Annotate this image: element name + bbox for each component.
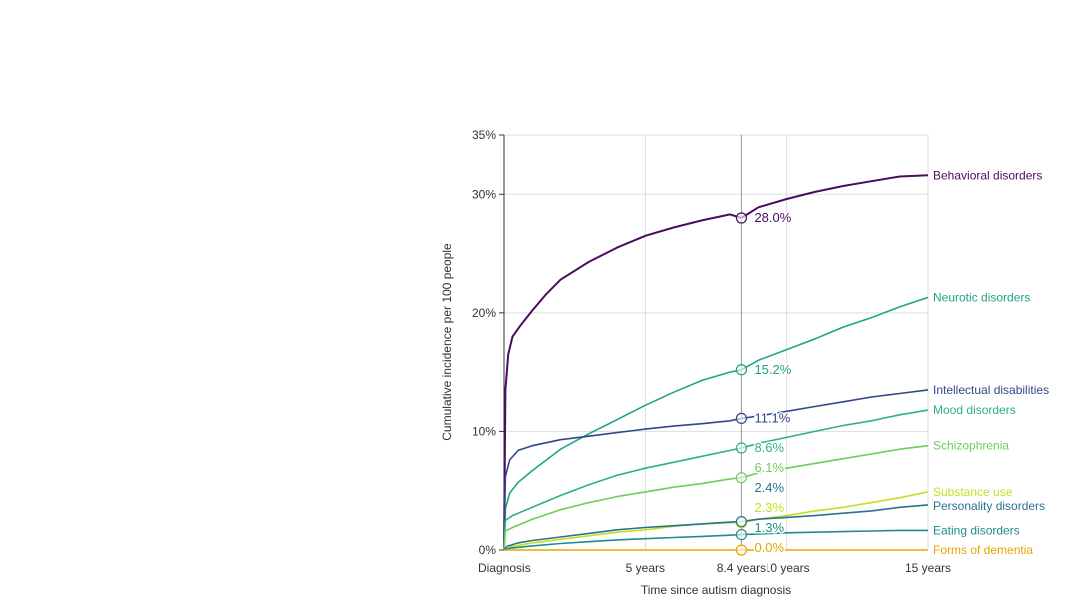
series-line-mood-disorders	[503, 409, 929, 551]
series-line-substance-use	[503, 491, 929, 551]
series-line-schizophrenia	[503, 444, 929, 551]
hover-marker	[735, 412, 748, 424]
hover-value-label: 1.3%	[754, 520, 784, 535]
hover-marker	[735, 472, 748, 484]
hover-value-label: 15.2%	[754, 362, 791, 377]
series-end-label: Forms of dementia	[933, 543, 1033, 557]
hover-crosshair: 8.4 years 28.0% 15.2% 11.1% 8.6% 6.1% 2.3% 2.4%…	[715, 135, 793, 576]
series-line-neurotic-disorders	[503, 296, 929, 551]
y-tick-label: 10%	[472, 424, 496, 438]
y-tick-label: 20%	[472, 306, 496, 320]
hover-value-label: 28.0%	[754, 210, 791, 225]
x-tick-label: Diagnosis	[478, 561, 531, 575]
hover-value-label: 11.1%	[754, 410, 790, 425]
y-tick-label: 35%	[472, 128, 496, 142]
series-end-labels: Behavioral disorders Neurotic disorders In…	[933, 168, 1049, 557]
series-end-label: Behavioral disorders	[933, 168, 1042, 182]
hover-marker	[735, 528, 748, 541]
hover-marker	[735, 364, 748, 376]
y-tick-label: 0%	[479, 543, 497, 557]
hover-x-label: 8.4 years	[717, 561, 766, 575]
hover-value-label: 6.1%	[754, 460, 784, 475]
series-line-intellectual-disabilities	[503, 389, 929, 551]
series-end-label: Personality disorders	[933, 499, 1045, 513]
y-axis-title: Cumulative incidence per 100 people	[440, 243, 454, 441]
hover-value-label: 2.4%	[754, 480, 784, 495]
x-axis-title: Time since autism diagnosis	[641, 583, 791, 597]
series-end-label: Substance use	[933, 485, 1013, 499]
hover-marker	[735, 544, 748, 556]
series-end-label: Intellectual disabilities	[933, 383, 1049, 397]
x-tick-label: 5 years	[626, 561, 665, 575]
hover-value-label: 2.3%	[754, 500, 784, 515]
series-end-label: Eating disorders	[933, 523, 1020, 537]
y-tick-label: 30%	[472, 187, 496, 201]
hover-x-label-background	[715, 559, 768, 576]
series-end-label: Neurotic disorders	[933, 290, 1030, 304]
series-end-label: Schizophrenia	[933, 439, 1009, 453]
series-line-behavioral-disorders	[503, 174, 929, 551]
series-lines	[503, 174, 929, 551]
x-tick-label: 10 years	[764, 561, 810, 575]
hover-value-label: 0.0%	[754, 540, 784, 555]
axes: 0% 10% 20% 30% 35% Diagnosis 5 years 10 years 15…	[472, 128, 951, 575]
series-line-eating-disorders	[503, 529, 928, 551]
hover-marker	[735, 442, 748, 454]
x-tick-label: 15 years	[905, 561, 951, 575]
hover-marker	[735, 515, 748, 528]
series-line-personality-disorders	[503, 504, 929, 551]
gridlines	[504, 134, 929, 550]
hover-marker	[735, 212, 748, 224]
series-end-label: Mood disorders	[933, 403, 1016, 417]
hover-value-label: 8.6%	[754, 440, 784, 455]
